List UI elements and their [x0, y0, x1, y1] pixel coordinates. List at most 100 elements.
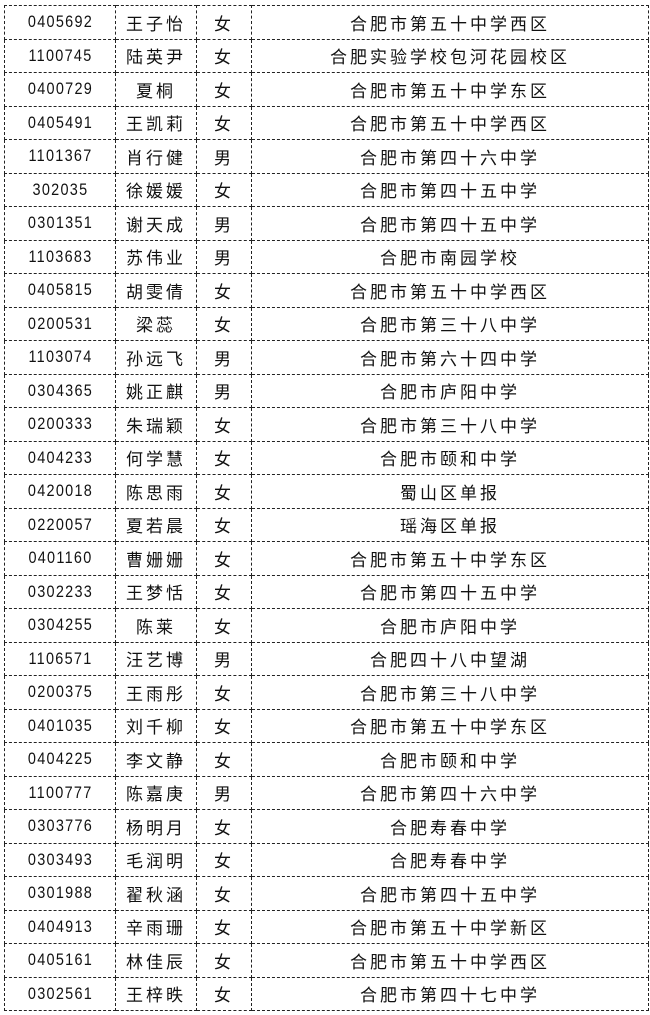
school-cell: 合肥市颐和中学: [251, 440, 649, 475]
student-id-cell: 1100745: [12, 38, 108, 73]
gender-cell: 女: [196, 943, 252, 978]
table-row: 0404225 李文静女合肥市颐和中学: [5, 742, 649, 777]
student-id-cell: 0401160: [12, 541, 108, 576]
school-cell: 合肥市第五十中学东区: [251, 541, 649, 576]
gender-cell: 女: [196, 440, 252, 475]
student-id-cell: 1103074: [12, 340, 108, 375]
gender-cell: 女: [196, 407, 252, 442]
table-body: 0405692 王子怡女合肥市第五十中学西区 1100745 陆英尹女合肥实验学校包河…: [5, 5, 649, 1011]
school-cell: 合肥市第五十中学西区: [251, 273, 649, 308]
student-id-cell: 0405815: [12, 273, 108, 308]
student-id-cell: 0404225: [12, 742, 108, 777]
student-id-cell: 0304255: [12, 608, 108, 643]
table-row: 0400729 夏桐女合肥市第五十中学东区: [5, 72, 649, 107]
table-row: 0200375 王雨彤女合肥市第三十八中学: [5, 675, 649, 710]
gender-cell: 女: [196, 675, 252, 710]
gender-cell: 女: [196, 172, 252, 207]
student-name-cell: 陈莱: [115, 608, 197, 643]
gender-cell: 男: [196, 139, 252, 174]
table-row: 0420018 陈思雨女蜀山区单报: [5, 474, 649, 509]
school-cell: 合肥市第四十七中学: [251, 976, 649, 1011]
student-name-cell: 曹姗姗: [115, 541, 197, 576]
school-cell: 合肥市第四十六中学: [251, 139, 649, 174]
student-id-cell: 0303493: [12, 842, 108, 877]
student-id-cell: 0405692: [12, 5, 108, 40]
school-cell: 合肥市第三十八中学: [251, 407, 649, 442]
student-name-cell: 陆英尹: [115, 38, 197, 73]
school-cell: 合肥市第六十四中学: [251, 340, 649, 375]
student-name-cell: 王子怡: [115, 5, 197, 40]
table-row: 0302233 王梦恬女合肥市第四十五中学: [5, 574, 649, 609]
school-cell: 合肥市第四十五中学: [251, 876, 649, 911]
student-name-cell: 王凯莉: [115, 105, 197, 140]
gender-cell: 男: [196, 239, 252, 274]
student-name-cell: 刘千柳: [115, 708, 197, 743]
table-row: 0200333 朱瑞颖女合肥市第三十八中学: [5, 407, 649, 442]
gender-cell: 女: [196, 541, 252, 576]
student-id-cell: 302035: [12, 172, 108, 207]
student-name-cell: 杨明月: [115, 809, 197, 844]
gender-cell: 女: [196, 38, 252, 73]
gender-cell: 女: [196, 809, 252, 844]
student-name-cell: 陈思雨: [115, 474, 197, 509]
gender-cell: 女: [196, 909, 252, 944]
school-cell: 合肥市第四十五中学: [251, 574, 649, 609]
table-row: 0303776 杨明月女合肥寿春中学: [5, 809, 649, 844]
table-row: 0404233 何学慧女合肥市颐和中学: [5, 440, 649, 475]
student-name-cell: 梁蕊: [115, 306, 197, 341]
gender-cell: 女: [196, 708, 252, 743]
gender-cell: 女: [196, 474, 252, 509]
student-name-cell: 陈嘉庚: [115, 775, 197, 810]
gender-cell: 女: [196, 876, 252, 911]
table-row: 0304255 陈莱女合肥市庐阳中学: [5, 608, 649, 643]
gender-cell: 女: [196, 574, 252, 609]
school-cell: 合肥市第四十五中学: [251, 206, 649, 241]
table-row: 1103683 苏伟业男合肥市南园学校: [5, 239, 649, 274]
table-row: 0401035 刘千柳女合肥市第五十中学东区: [5, 708, 649, 743]
school-cell: 合肥市第五十中学新区: [251, 909, 649, 944]
student-name-cell: 肖行健: [115, 139, 197, 174]
gender-cell: 女: [196, 608, 252, 643]
student-name-cell: 谢天成: [115, 206, 197, 241]
student-name-cell: 王梓昳: [115, 976, 197, 1011]
student-id-cell: 0400729: [12, 72, 108, 107]
table-row: 0302561 王梓昳女合肥市第四十七中学: [5, 976, 649, 1011]
table-row: 302035 徐媛媛女合肥市第四十五中学: [5, 172, 649, 207]
student-id-cell: 1103683: [12, 239, 108, 274]
student-name-cell: 徐媛媛: [115, 172, 197, 207]
school-cell: 合肥实验学校包河花园校区: [251, 38, 649, 73]
student-name-cell: 王雨彤: [115, 675, 197, 710]
gender-cell: 男: [196, 641, 252, 676]
student-name-cell: 胡雯倩: [115, 273, 197, 308]
gender-cell: 男: [196, 340, 252, 375]
student-name-cell: 翟秋涵: [115, 876, 197, 911]
table-row: 0405815 胡雯倩女合肥市第五十中学西区: [5, 273, 649, 308]
school-cell: 合肥市第五十中学西区: [251, 5, 649, 40]
student-id-cell: 0301351: [12, 206, 108, 241]
student-name-cell: 朱瑞颖: [115, 407, 197, 442]
student-id-cell: 0405161: [12, 943, 108, 978]
student-name-cell: 姚正麒: [115, 373, 197, 408]
student-id-cell: 1106571: [12, 641, 108, 676]
student-name-cell: 孙远飞: [115, 340, 197, 375]
gender-cell: 女: [196, 742, 252, 777]
table-row: 0220057 夏若晨女瑶海区单报: [5, 507, 649, 542]
gender-cell: 女: [196, 5, 252, 40]
school-cell: 合肥市庐阳中学: [251, 373, 649, 408]
student-id-cell: 1101367: [12, 139, 108, 174]
student-id-cell: 0405491: [12, 105, 108, 140]
student-id-cell: 0420018: [12, 474, 108, 509]
table-row: 1106571 汪艺博男合肥四十八中望湖: [5, 641, 649, 676]
table-row: 0301988 翟秋涵女合肥市第四十五中学: [5, 876, 649, 911]
student-id-cell: 0303776: [12, 809, 108, 844]
student-id-cell: 0200375: [12, 675, 108, 710]
student-name-cell: 辛雨珊: [115, 909, 197, 944]
student-name-cell: 林佳辰: [115, 943, 197, 978]
student-name-cell: 王梦恬: [115, 574, 197, 609]
gender-cell: 女: [196, 72, 252, 107]
school-cell: 合肥四十八中望湖: [251, 641, 649, 676]
school-cell: 合肥市第四十六中学: [251, 775, 649, 810]
school-cell: 合肥寿春中学: [251, 809, 649, 844]
student-name-cell: 汪艺博: [115, 641, 197, 676]
table-row: 1101367 肖行健男合肥市第四十六中学: [5, 139, 649, 174]
